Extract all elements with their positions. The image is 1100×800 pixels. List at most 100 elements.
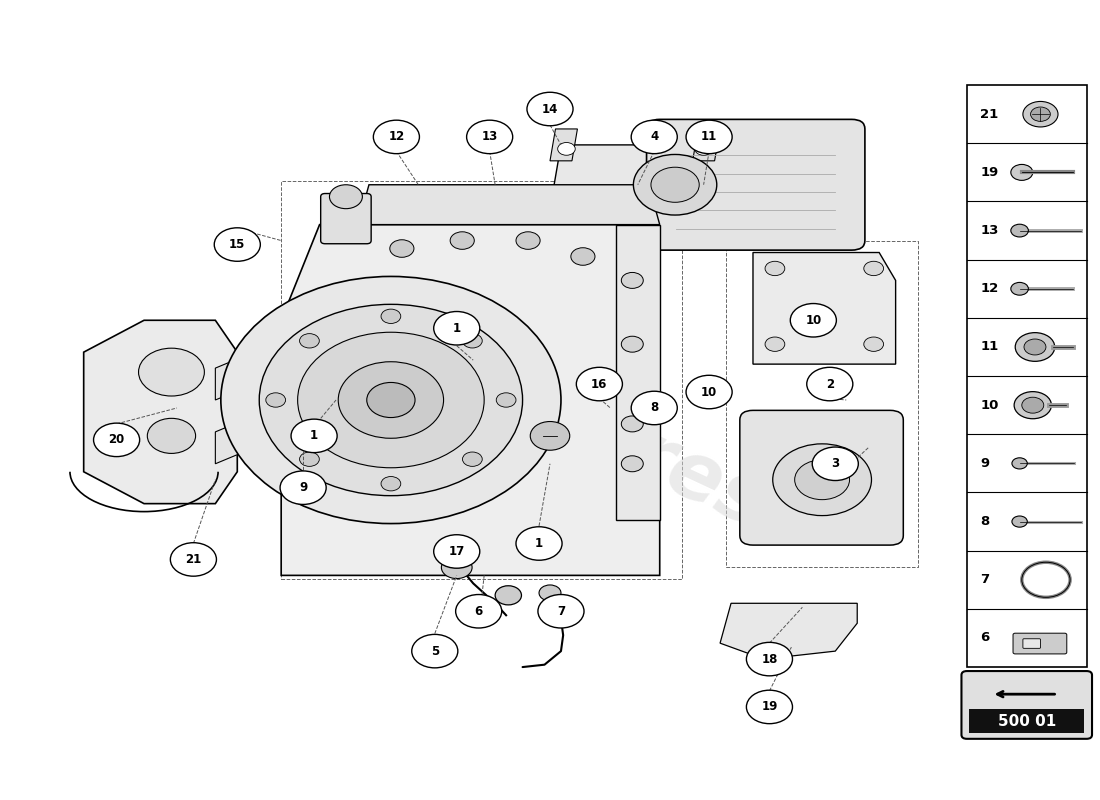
Text: 8: 8 — [650, 402, 659, 414]
Circle shape — [766, 337, 784, 351]
Circle shape — [433, 311, 480, 345]
Bar — [969, 710, 1085, 734]
Text: 2: 2 — [826, 378, 834, 390]
Circle shape — [621, 273, 643, 288]
Text: 1: 1 — [535, 537, 543, 550]
FancyBboxPatch shape — [1013, 633, 1067, 654]
Circle shape — [686, 375, 733, 409]
Text: 14: 14 — [542, 102, 558, 115]
Text: 19: 19 — [761, 701, 778, 714]
Circle shape — [530, 422, 570, 450]
Circle shape — [299, 334, 319, 348]
FancyBboxPatch shape — [647, 119, 865, 250]
Text: 11: 11 — [980, 341, 999, 354]
Circle shape — [527, 92, 573, 126]
Circle shape — [1011, 282, 1028, 295]
Circle shape — [634, 154, 717, 215]
Circle shape — [373, 120, 419, 154]
Circle shape — [330, 185, 362, 209]
Circle shape — [766, 262, 784, 276]
Circle shape — [338, 362, 443, 438]
Circle shape — [772, 444, 871, 515]
Circle shape — [1015, 333, 1055, 362]
Circle shape — [94, 423, 140, 457]
Circle shape — [516, 232, 540, 250]
Circle shape — [462, 334, 482, 348]
Circle shape — [747, 642, 792, 676]
Circle shape — [864, 337, 883, 351]
Bar — [967, 85, 1087, 667]
Circle shape — [621, 456, 643, 472]
Text: 6: 6 — [474, 605, 483, 618]
Circle shape — [450, 232, 474, 250]
Text: 1: 1 — [453, 322, 461, 334]
Text: 16: 16 — [591, 378, 607, 390]
Circle shape — [1012, 516, 1027, 527]
FancyBboxPatch shape — [740, 410, 903, 545]
Circle shape — [292, 419, 337, 453]
Circle shape — [381, 309, 400, 323]
Text: 19: 19 — [980, 166, 999, 179]
Circle shape — [260, 304, 522, 496]
Circle shape — [366, 382, 415, 418]
Text: 4: 4 — [650, 130, 659, 143]
Circle shape — [381, 477, 400, 491]
Text: 10: 10 — [980, 398, 999, 412]
Circle shape — [794, 460, 849, 500]
Text: 11: 11 — [701, 130, 717, 143]
Polygon shape — [216, 352, 254, 400]
Text: euroSpares: euroSpares — [276, 255, 780, 545]
Text: 5: 5 — [431, 645, 439, 658]
Circle shape — [1012, 458, 1027, 469]
Text: 7: 7 — [980, 574, 989, 586]
Polygon shape — [282, 225, 660, 575]
Circle shape — [139, 348, 205, 396]
Circle shape — [576, 367, 623, 401]
Text: 18: 18 — [761, 653, 778, 666]
Circle shape — [558, 142, 575, 155]
Text: 17: 17 — [449, 545, 465, 558]
FancyBboxPatch shape — [321, 194, 371, 244]
Text: 500 01: 500 01 — [998, 714, 1056, 729]
Circle shape — [539, 585, 561, 601]
Circle shape — [462, 452, 482, 466]
Circle shape — [864, 262, 883, 276]
Circle shape — [266, 393, 286, 407]
Polygon shape — [216, 416, 254, 464]
Text: 20: 20 — [109, 434, 124, 446]
Circle shape — [466, 120, 513, 154]
Circle shape — [299, 452, 319, 466]
Circle shape — [571, 248, 595, 266]
Circle shape — [1022, 398, 1044, 413]
Circle shape — [538, 594, 584, 628]
Text: 10: 10 — [805, 314, 822, 326]
Circle shape — [1011, 224, 1028, 237]
Circle shape — [495, 586, 521, 605]
Text: 21: 21 — [980, 108, 999, 121]
Polygon shape — [550, 129, 578, 161]
Text: a passion for parts since 1985: a passion for parts since 1985 — [341, 435, 606, 572]
Circle shape — [651, 167, 700, 202]
Circle shape — [790, 303, 836, 337]
FancyBboxPatch shape — [961, 671, 1092, 739]
Text: 8: 8 — [980, 515, 989, 528]
Text: 7: 7 — [557, 605, 565, 618]
Text: 9: 9 — [299, 481, 307, 494]
Text: 15: 15 — [229, 238, 245, 251]
Circle shape — [147, 418, 196, 454]
Text: 1: 1 — [310, 430, 318, 442]
Circle shape — [298, 332, 484, 468]
Polygon shape — [616, 225, 660, 519]
Polygon shape — [693, 129, 720, 161]
Circle shape — [441, 556, 472, 578]
Circle shape — [496, 393, 516, 407]
Circle shape — [221, 277, 561, 523]
Circle shape — [631, 120, 678, 154]
Circle shape — [411, 634, 458, 668]
Circle shape — [1024, 339, 1046, 355]
Text: 13: 13 — [980, 224, 999, 237]
Circle shape — [170, 542, 217, 576]
Polygon shape — [550, 145, 720, 209]
Circle shape — [812, 447, 858, 481]
Circle shape — [747, 690, 792, 724]
